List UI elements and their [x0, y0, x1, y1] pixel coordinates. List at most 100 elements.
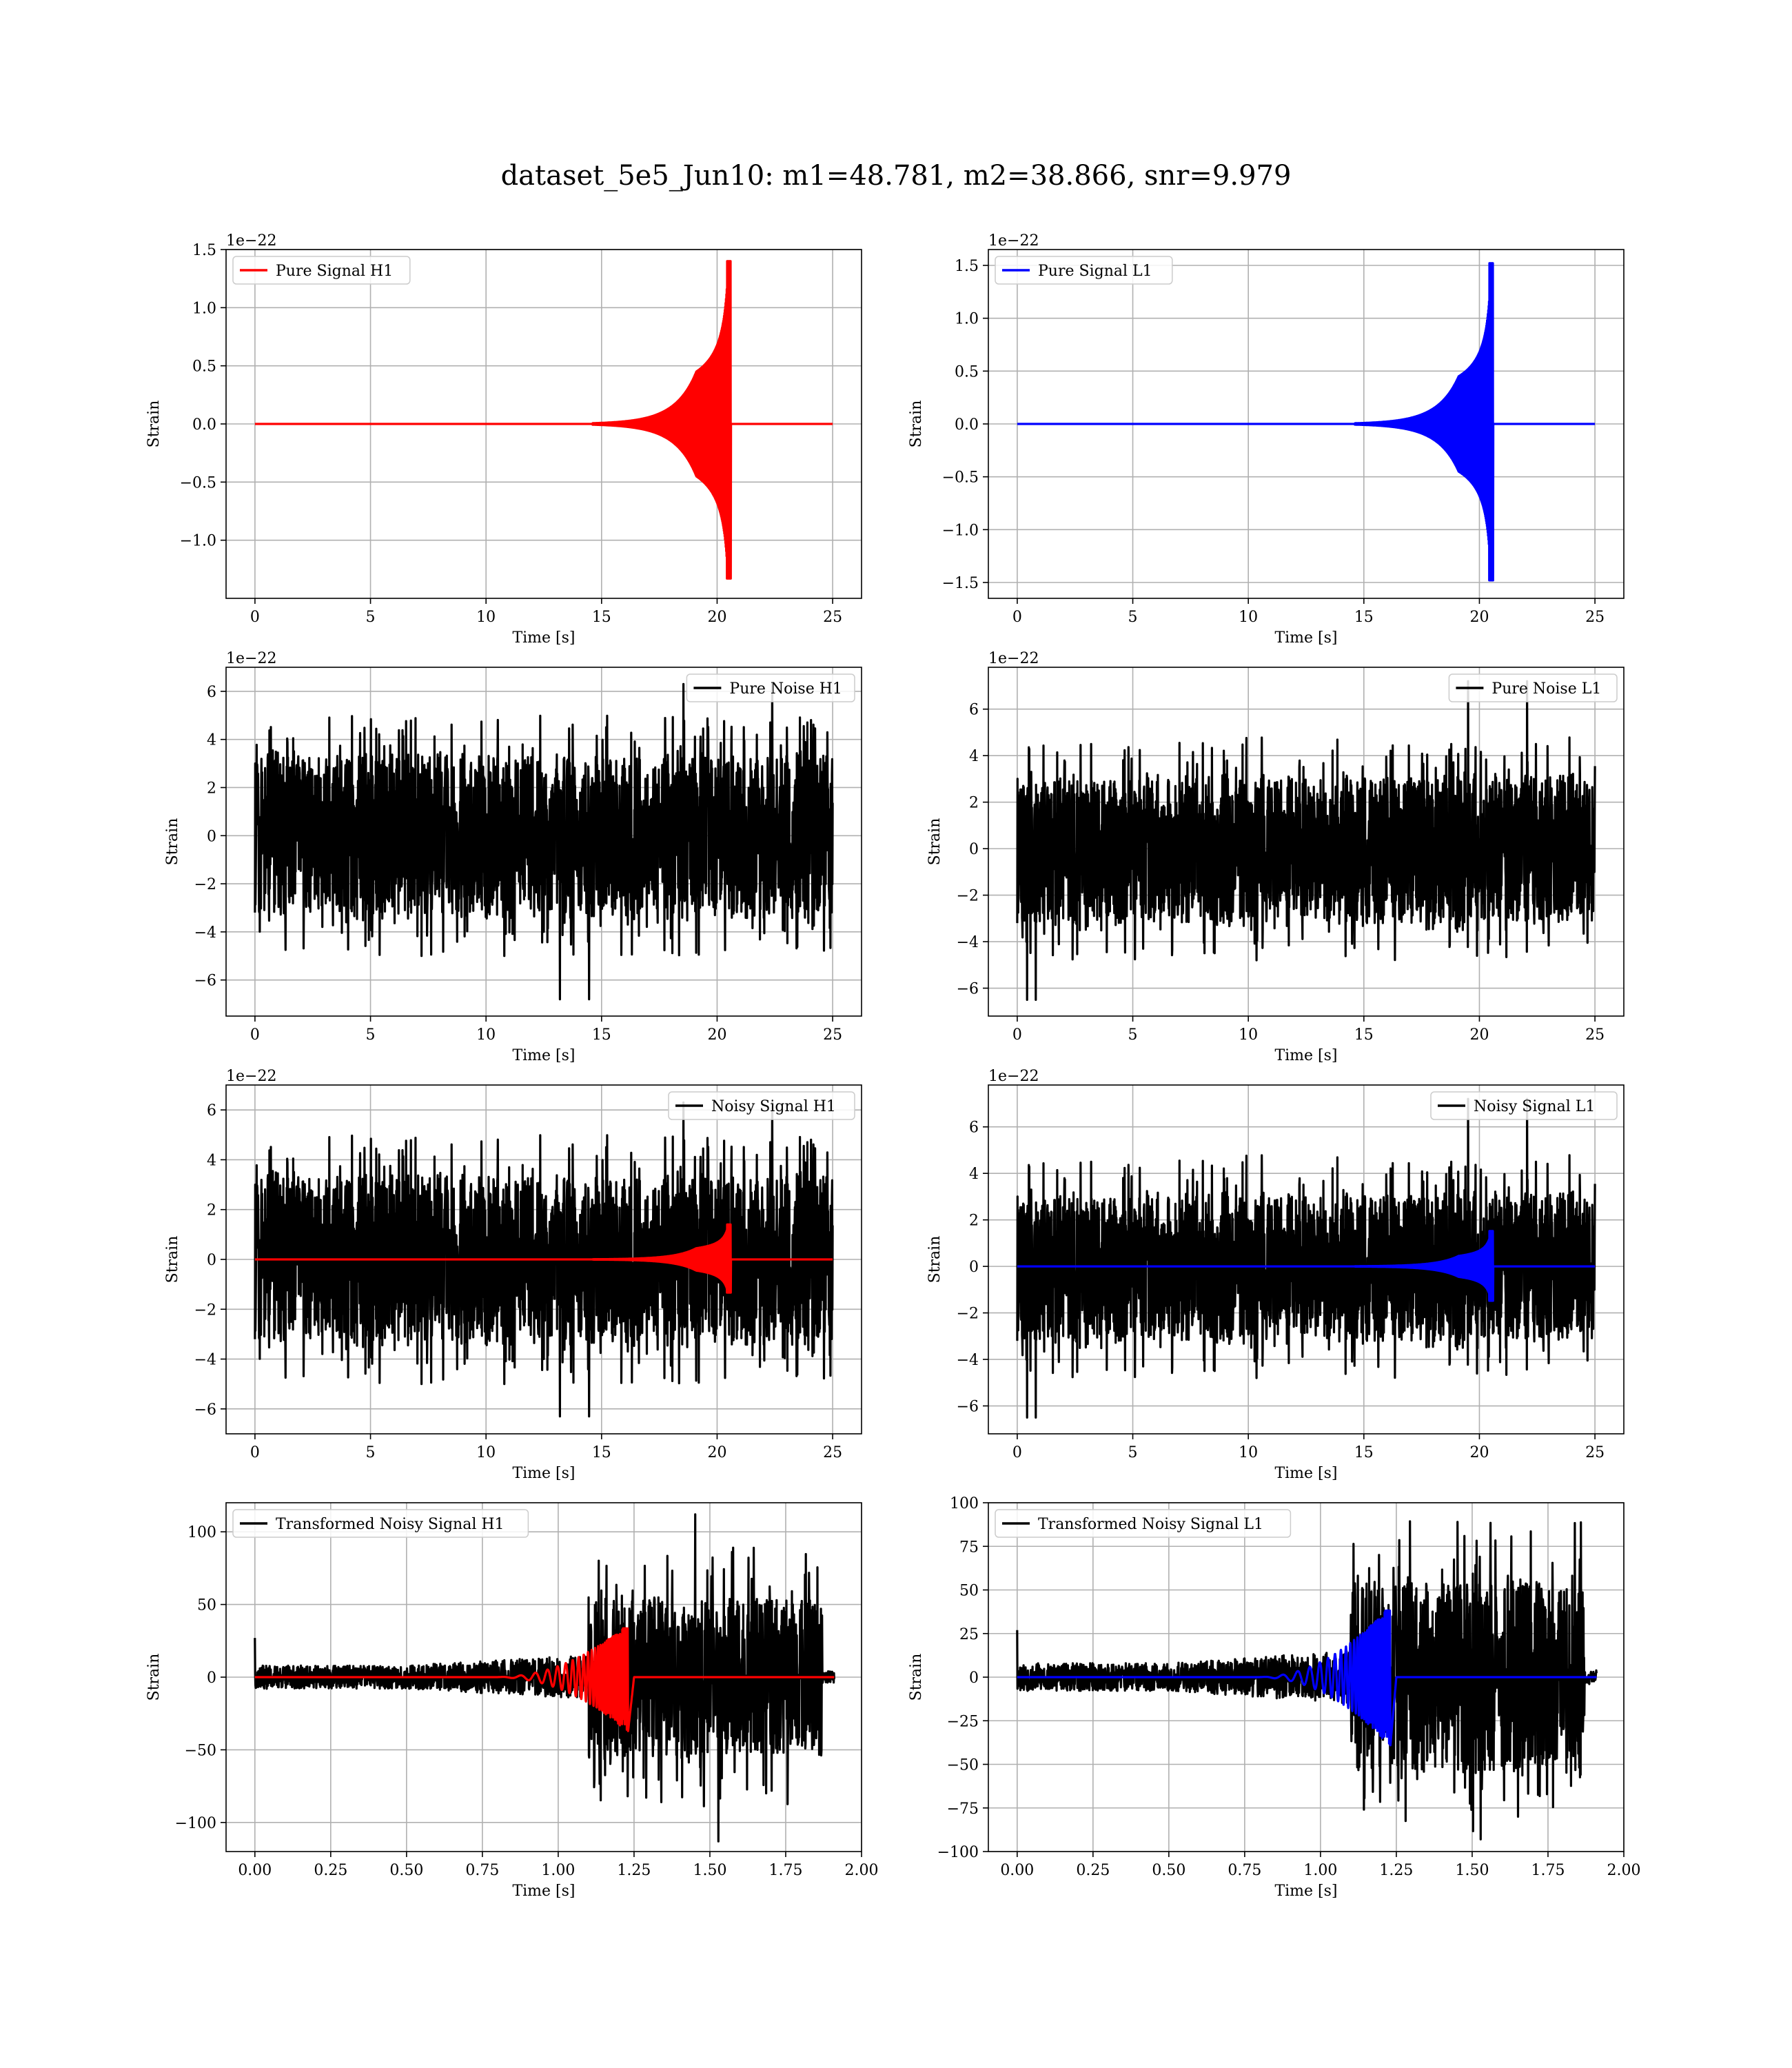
y-tick-label: 0 — [969, 1259, 979, 1276]
y-tick-label: 2 — [207, 780, 216, 797]
series-tchirp-1 — [254, 1627, 835, 1732]
x-tick-label: 0 — [1012, 1444, 1022, 1461]
x-tick-label: 20 — [1469, 1026, 1489, 1044]
y-tick-label: 50 — [197, 1597, 216, 1614]
y-tick-label: 1.0 — [955, 311, 979, 328]
offset-text: 1e−22 — [226, 650, 276, 667]
series-pure-noise-h1 — [254, 682, 834, 1001]
plot-area — [254, 260, 834, 580]
x-tick-label: 15 — [1354, 609, 1374, 626]
x-axis-label: Time [s] — [512, 1465, 575, 1482]
legend-frame — [232, 1509, 529, 1538]
y-axis-label: Strain — [145, 1654, 163, 1701]
x-tick-label: 20 — [707, 609, 726, 626]
series-transformed-noisy-signal-l1 — [1016, 1520, 1598, 1841]
x-tick-label: 20 — [707, 1026, 726, 1044]
x-axis-label: Time [s] — [1274, 629, 1337, 647]
y-tick-label: −75 — [947, 1801, 979, 1818]
legend-label: Pure Noise H1 — [729, 680, 842, 698]
offset-text: 1e−22 — [226, 1068, 276, 1085]
x-axis-label: Time [s] — [512, 1883, 575, 1900]
y-tick-label: 6 — [207, 1102, 216, 1119]
legend: Noisy Signal H1 — [668, 1091, 855, 1120]
series-chirp-1 — [254, 1223, 834, 1294]
y-tick-label: −4 — [957, 1352, 979, 1369]
chart-transformed-noisy-signal-l1: 0.00 0.25 0.50 0.75 1.00 1.25 1.50 1.75 2.00 −100… — [908, 1495, 1640, 1900]
x-tick-label: 1.50 — [1455, 1862, 1489, 1879]
y-tick-label: −2 — [194, 1301, 216, 1319]
y-axis-label: Strain — [164, 818, 181, 866]
offset-text: 1e−22 — [988, 1068, 1039, 1085]
x-tick-label: 0.50 — [1152, 1862, 1185, 1879]
x-tick-label: 5 — [1128, 1444, 1138, 1461]
y-tick-label: −0.5 — [180, 474, 216, 491]
x-tick-label: 5 — [366, 1444, 376, 1461]
x-tick-label: 0.00 — [1000, 1862, 1034, 1879]
x-tick-label: 10 — [1239, 609, 1258, 626]
y-tick-label: −4 — [194, 924, 216, 942]
x-tick-label: 20 — [1469, 1444, 1489, 1461]
axes-frame — [225, 667, 862, 1017]
x-tick-label: 0.75 — [1228, 1862, 1261, 1879]
axes-frame — [988, 1084, 1625, 1435]
x-tick-label: 15 — [592, 1444, 611, 1461]
legend: Pure Signal H1 — [232, 256, 411, 285]
legend: Pure Noise H1 — [686, 673, 855, 702]
x-tick-label: 0.25 — [1076, 1862, 1110, 1879]
y-tick-label: 6 — [969, 702, 979, 719]
y-tick-label: 0.5 — [955, 363, 979, 381]
x-tick-label: 0.50 — [389, 1862, 423, 1879]
y-tick-label: 6 — [969, 1119, 979, 1137]
x-tick-label: 0 — [1012, 609, 1022, 626]
x-tick-label: 0.75 — [465, 1862, 499, 1879]
x-tick-label: 10 — [476, 1444, 496, 1461]
legend: Transformed Noisy Signal H1 — [232, 1509, 529, 1538]
chart-noisy-signal-l1: 0 5 10 15 20 25 −6 −4 −2 0 2 4 6 Time [s] Strain 1e−22 N… — [926, 1068, 1625, 1482]
legend: Pure Noise L1 — [1448, 673, 1618, 702]
y-axis-label: Strain — [926, 1236, 944, 1284]
legend-frame — [686, 673, 855, 702]
x-tick-label: 5 — [1128, 609, 1138, 626]
y-tick-label: −1.0 — [180, 533, 216, 550]
x-tick-label: 20 — [707, 1444, 726, 1461]
y-tick-label: 0.0 — [955, 416, 979, 434]
series-pure-signal-h1 — [254, 260, 834, 580]
legend-frame — [995, 256, 1173, 285]
y-tick-label: −2 — [957, 1306, 979, 1323]
chart-pure-signal-h1: 0 5 10 15 20 25 −1.0 −0.5 0.0 0.5 1.0 1.5 Time [s] St… — [145, 232, 862, 647]
x-tick-label: 10 — [1239, 1026, 1258, 1044]
legend-frame — [1448, 673, 1618, 702]
legend-frame — [1430, 1091, 1618, 1120]
y-tick-label: −1.0 — [942, 522, 979, 539]
offset-text: 1e−22 — [988, 650, 1039, 667]
series-pure-signal-l1 — [1016, 262, 1596, 582]
x-tick-label: 1.25 — [617, 1862, 651, 1879]
y-tick-label: 0.5 — [192, 358, 216, 376]
series-tchirp-1 — [1016, 1609, 1598, 1747]
x-tick-label: 1.25 — [1379, 1862, 1413, 1879]
y-tick-label: 4 — [969, 748, 979, 765]
y-tick-label: 2 — [969, 795, 979, 812]
y-tick-label: −50 — [947, 1757, 979, 1774]
plot-area — [1016, 1097, 1596, 1419]
x-axis-label: Time [s] — [1274, 1883, 1337, 1900]
plot-area — [1016, 262, 1596, 582]
y-tick-label: 100 — [950, 1495, 979, 1512]
legend-label: Pure Signal H1 — [276, 263, 393, 280]
y-tick-label: 1.5 — [955, 258, 979, 275]
y-tick-label: 75 — [959, 1539, 979, 1556]
y-axis-label: Strain — [926, 818, 944, 866]
x-tick-label: 25 — [823, 1026, 842, 1044]
x-tick-label: 1.50 — [693, 1862, 726, 1879]
x-tick-label: 15 — [1354, 1026, 1374, 1044]
y-tick-label: 100 — [187, 1524, 216, 1541]
x-tick-label: 25 — [823, 1444, 842, 1461]
chart-pure-noise-h1: 0 5 10 15 20 25 −6 −4 −2 0 2 4 6 Time [s] Strain 1e−22 P… — [164, 650, 862, 1064]
y-tick-label: −100 — [175, 1815, 216, 1832]
x-tick-label: 0 — [250, 609, 260, 626]
y-tick-label: 0 — [207, 1252, 216, 1269]
x-tick-label: 0 — [1012, 1026, 1022, 1044]
y-tick-label: −6 — [957, 1399, 979, 1416]
chart-pure-signal-l1: 0 5 10 15 20 25 −1.5 −1.0 −0.5 0.0 0.5 1.0 1.5 Time [… — [908, 232, 1625, 647]
